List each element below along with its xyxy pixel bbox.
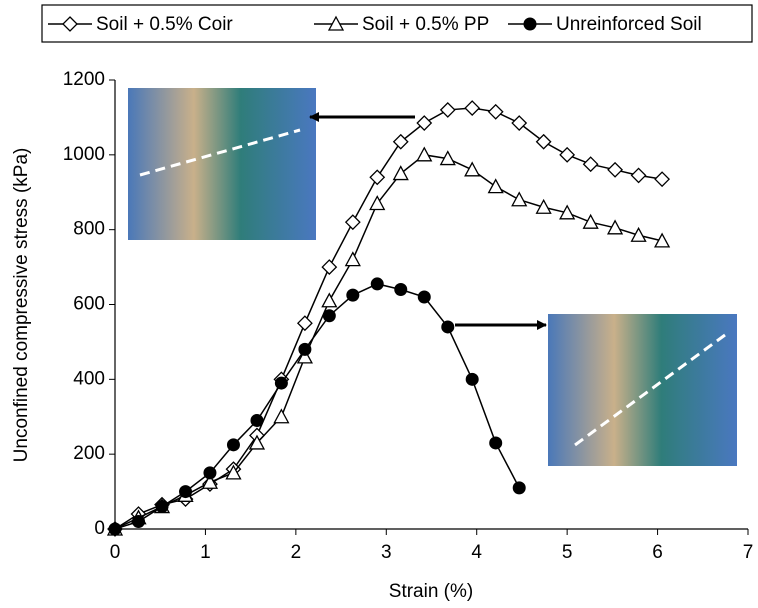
x-tick-label: 7 — [743, 542, 754, 563]
marker-triangle — [321, 292, 338, 308]
y-axis-label: Unconfined compressive stress (kPa) — [11, 148, 32, 463]
marker-triangle — [344, 251, 361, 267]
marker-circle — [489, 436, 503, 450]
marker-circle — [179, 485, 193, 499]
marker-triangle — [487, 178, 504, 194]
specimen-photo — [128, 88, 316, 240]
marker-diamond — [630, 167, 647, 184]
marker-triangle — [273, 408, 290, 424]
marker-triangle — [296, 348, 313, 364]
marker-circle — [512, 481, 526, 495]
legend-label: Soil + 0.5% Coir — [96, 14, 233, 35]
marker-diamond — [511, 115, 528, 131]
marker-circle — [465, 372, 479, 386]
marker-circle — [417, 290, 431, 304]
marker-triangle — [392, 165, 409, 181]
marker-triangle — [511, 191, 528, 207]
marker-diamond — [464, 100, 481, 116]
y-tick-label: 400 — [73, 368, 105, 389]
legend-box — [41, 4, 753, 43]
marker-circle — [322, 309, 336, 323]
marker-triangle — [654, 232, 671, 248]
marker-diamond — [416, 115, 433, 131]
marker-diamond — [369, 169, 386, 186]
marker-triangle — [582, 213, 599, 229]
marker-diamond — [607, 161, 623, 178]
failure-plane — [139, 128, 301, 177]
marker-triangle — [248, 434, 266, 450]
marker-triangle — [559, 204, 576, 220]
marker-diamond — [344, 214, 361, 231]
marker-triangle — [327, 15, 345, 31]
x-tick-label: 0 — [110, 542, 121, 563]
legend-label: Unreinforced Soil — [556, 14, 702, 35]
marker-circle — [298, 342, 312, 356]
marker-circle — [250, 413, 264, 427]
marker-circle — [370, 277, 384, 291]
marker-diamond — [654, 171, 671, 188]
marker-diamond — [392, 133, 409, 150]
marker-circle — [274, 376, 288, 390]
marker-circle — [441, 320, 455, 334]
x-tick-label: 1 — [200, 542, 211, 563]
marker-circle — [203, 466, 217, 480]
x-tick-label: 2 — [291, 542, 302, 563]
marker-triangle — [201, 473, 219, 489]
marker-triangle — [439, 150, 456, 166]
marker-triangle — [535, 198, 552, 214]
y-tick-label: 1000 — [63, 144, 105, 165]
marker-circle — [108, 522, 122, 536]
legend-label: Soil + 0.5% PP — [362, 14, 489, 35]
marker-circle — [346, 288, 360, 302]
marker-diamond — [535, 133, 552, 150]
marker-diamond — [321, 259, 338, 276]
x-axis-label: Strain (%) — [389, 581, 473, 602]
marker-diamond — [582, 156, 599, 173]
y-tick-label: 200 — [73, 443, 105, 464]
marker-diamond — [62, 16, 78, 32]
x-tick-label: 6 — [652, 542, 663, 563]
y-tick-label: 800 — [73, 219, 105, 240]
series-line — [114, 283, 520, 530]
marker-triangle — [225, 464, 242, 480]
marker-circle — [523, 17, 537, 31]
marker-triangle — [369, 195, 386, 211]
marker-triangle — [606, 219, 624, 235]
y-tick-label: 1200 — [63, 69, 105, 90]
x-tick-label: 5 — [562, 542, 573, 563]
x-tick-label: 3 — [381, 542, 392, 563]
marker-circle — [226, 438, 240, 452]
marker-circle — [155, 500, 169, 514]
marker-triangle — [416, 146, 433, 162]
marker-diamond — [439, 102, 456, 118]
y-tick-label: 600 — [73, 294, 105, 315]
marker-circle — [394, 283, 408, 297]
y-tick-label: 0 — [94, 518, 105, 539]
marker-triangle — [464, 161, 481, 177]
marker-diamond — [296, 315, 313, 332]
x-tick-label: 4 — [471, 542, 482, 563]
marker-triangle — [630, 226, 647, 242]
marker-diamond — [487, 103, 504, 120]
marker-diamond — [559, 146, 576, 163]
marker-circle — [132, 515, 146, 529]
